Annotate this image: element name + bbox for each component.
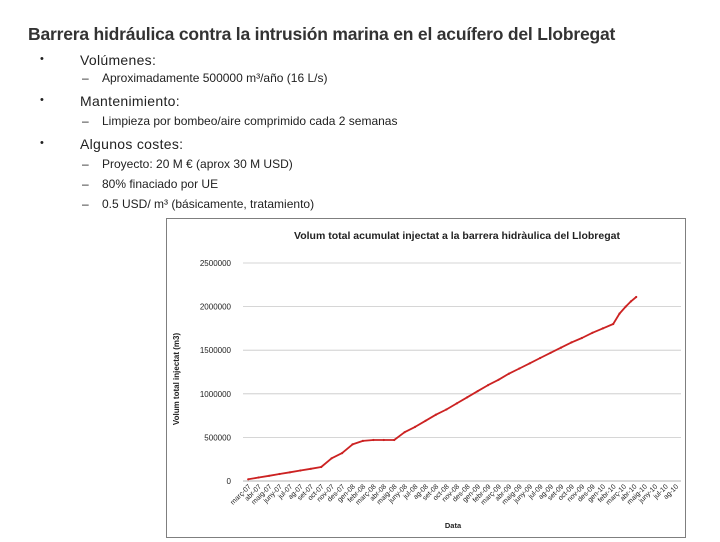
data-point <box>591 331 594 334</box>
data-point <box>351 443 354 446</box>
y-tick-label: 2500000 <box>200 259 232 268</box>
data-point <box>341 452 344 455</box>
data-point <box>361 439 364 442</box>
line-chart: Volum total acumulat injectat a la barre… <box>172 230 681 530</box>
data-point <box>539 356 542 360</box>
bullet-dot: • <box>40 137 44 149</box>
x-axis-label: Data <box>445 521 462 530</box>
sub-bullet-text: Limpieza por bombeo/aire comprimido cada… <box>102 114 398 128</box>
sub-bullet-cost-treatment: –0.5 USD/ m³ (básicamente, tratamiento) <box>82 197 314 211</box>
y-tick-label: 0 <box>227 477 232 486</box>
data-point <box>528 362 531 365</box>
data-point <box>518 367 521 370</box>
data-point <box>455 402 458 405</box>
data-point <box>549 351 552 354</box>
slide-title: Barrera hidráulica contra la intrusión m… <box>28 24 616 44</box>
dash-glyph: – <box>82 177 89 191</box>
chart-title: Volum total acumulat injectat a la barre… <box>294 230 620 242</box>
data-point <box>624 305 627 308</box>
y-tick-label: 1500000 <box>200 346 232 355</box>
chart-container: Volum total acumulat injectat a la barre… <box>166 218 686 538</box>
y-tick-label: 1000000 <box>200 390 232 399</box>
data-point <box>487 384 490 387</box>
sub-bullet-volumes: – Aproximadamente 500000 m³/año (16 L/s) <box>82 71 327 85</box>
data-point <box>424 419 427 422</box>
data-point <box>601 327 604 330</box>
sub-bullet-text: Aproximadamente 500000 m³/año (16 L/s) <box>102 71 328 85</box>
sub-bullet-cost-eu: –80% finaciado por UE <box>82 177 218 191</box>
data-point <box>635 295 638 299</box>
series-layer <box>247 295 638 481</box>
data-point <box>507 372 510 375</box>
data-point <box>629 300 632 303</box>
data-point <box>268 474 271 477</box>
dash-glyph: – <box>82 197 89 211</box>
bullet-dot: • <box>40 53 44 65</box>
data-point <box>257 476 260 479</box>
sub-bullet-text: 0.5 USD/ m³ (básicamente, tratamiento) <box>102 197 315 211</box>
bullet-label: Mantenimiento: <box>80 93 180 109</box>
data-point <box>618 312 621 315</box>
data-point <box>278 472 281 476</box>
data-point <box>372 438 375 442</box>
data-point <box>434 413 437 416</box>
data-point <box>560 346 563 349</box>
data-point <box>309 467 312 470</box>
y-axis-label: Volum total injectat (m3) <box>172 333 181 426</box>
data-point <box>497 378 500 381</box>
data-point <box>570 341 573 344</box>
sub-bullet-text: Proyecto: 20 M € (aprox 30 M USD) <box>102 157 293 171</box>
dash-glyph: – <box>82 114 89 128</box>
series-line <box>248 296 637 481</box>
dash-glyph: – <box>82 71 89 85</box>
sub-bullet-maintenance: – Limpieza por bombeo/aire comprimido cad… <box>82 114 397 128</box>
data-point <box>445 408 448 411</box>
bullet-label: Volúmenes: <box>80 52 157 68</box>
data-point <box>393 438 396 442</box>
data-point <box>476 390 479 393</box>
y-tick-labels: 0 500000 1000000 1500000 2000000 2500000 <box>200 259 232 486</box>
sub-bullet-cost-project: – Proyecto: 20 M € (aprox 30 M USD) <box>82 157 293 171</box>
bullet-label: Algunos costes: <box>80 136 184 152</box>
data-point <box>414 425 417 428</box>
data-point <box>612 322 615 326</box>
sub-bullet-text: 80% finaciado por UE <box>102 177 219 191</box>
data-point <box>466 396 469 399</box>
data-point <box>330 457 333 460</box>
data-point <box>247 478 250 481</box>
data-point <box>580 336 583 340</box>
data-point <box>403 431 406 434</box>
grid-layer <box>243 262 681 482</box>
dash-glyph: – <box>82 157 89 171</box>
y-tick-label: 2000000 <box>200 303 232 312</box>
data-point <box>320 465 323 469</box>
bullet-dot: • <box>40 94 44 106</box>
y-tick-label: 500000 <box>204 433 231 442</box>
data-point <box>382 438 385 442</box>
data-point <box>288 471 291 474</box>
x-tick-labels: març-07abr-07maig-07juny-07jul-07ag-07se… <box>230 483 681 506</box>
data-point <box>299 469 302 472</box>
